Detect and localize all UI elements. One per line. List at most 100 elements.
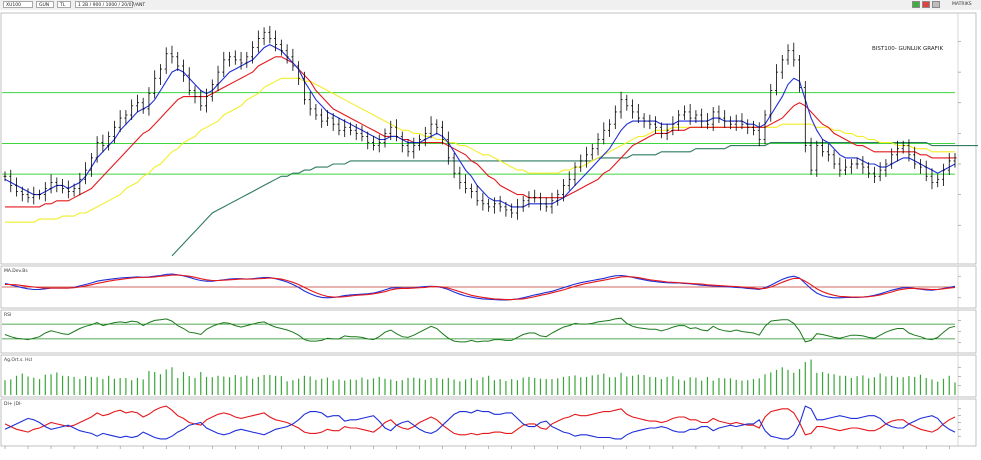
price-bar: [832, 149, 836, 169]
price-bar: [216, 65, 220, 92]
price-bar: [849, 159, 853, 174]
price-bar: [164, 47, 168, 74]
macd-line: [4, 273, 956, 301]
panel-title-macd: MA.Dev.Bs: [4, 268, 28, 274]
price-bar: [556, 189, 560, 206]
rsi-line: [4, 317, 956, 343]
price-bar: [187, 67, 191, 96]
price-bar: [239, 51, 243, 70]
price-bar: [475, 185, 479, 206]
price-bar: [274, 30, 278, 52]
price-bar: [895, 140, 899, 162]
price-bar: [435, 119, 439, 134]
price-bar: [423, 126, 427, 147]
price-bar: [233, 50, 237, 65]
price-bar: [95, 136, 99, 163]
price-bar: [867, 162, 871, 179]
price-bar: [700, 108, 704, 128]
price-bar: [32, 186, 36, 205]
price-bar: [492, 197, 496, 214]
price-bar: [585, 146, 589, 168]
price-bar: [268, 25, 272, 44]
price-bar: [147, 87, 151, 116]
price-bar: [78, 172, 82, 196]
panel-title-dmi: DI+ |DI-: [4, 401, 22, 407]
price-bar: [314, 103, 318, 120]
price-bar: [815, 140, 819, 177]
price-bar: [936, 174, 940, 188]
price-bar: [3, 171, 7, 182]
price-bar: [112, 120, 116, 144]
price-bar: [918, 159, 922, 174]
price-bar: [20, 186, 24, 202]
price-bar: [844, 159, 848, 176]
price-bar: [343, 119, 347, 138]
price-bar: [769, 84, 773, 122]
price-bar: [458, 166, 462, 190]
price-bar: [924, 160, 928, 182]
price-bar: [285, 44, 289, 64]
price-bar: [682, 105, 686, 120]
red-button[interactable]: [922, 1, 930, 8]
price-bar: [515, 198, 519, 220]
ma-long-line: [171, 142, 978, 257]
price-bar: [181, 59, 185, 82]
range-field[interactable]: 1 2B / 900 / 1000 / 20/07/ANT: [75, 1, 145, 8]
price-bar: [377, 134, 381, 153]
price-bar: [205, 88, 209, 113]
price-bar: [15, 177, 19, 197]
price-bar: [469, 183, 473, 199]
price-bar: [763, 110, 767, 145]
price-bar: [49, 174, 53, 194]
price-bar: [297, 61, 301, 85]
price-bar: [861, 156, 865, 174]
price-bar: [521, 195, 525, 212]
price-bar: [659, 122, 663, 139]
price-bar: [38, 189, 42, 200]
price-bar: [141, 97, 145, 114]
price-bar: [302, 71, 306, 105]
price-bar: [878, 162, 882, 182]
price-bar: [947, 152, 951, 176]
price-bar: [855, 157, 859, 169]
price-bar: [210, 79, 214, 102]
price-bar: [533, 189, 537, 203]
price-bar: [602, 122, 606, 145]
chart-type-field[interactable]: TL: [57, 1, 71, 8]
price-bar: [72, 183, 76, 197]
price-bar: [124, 110, 128, 125]
gray-button[interactable]: [932, 1, 940, 8]
price-bar: [826, 143, 830, 162]
price-bar: [354, 123, 358, 141]
price-bar: [153, 70, 157, 99]
di-plus-line: [4, 405, 956, 436]
price-bar: [746, 119, 750, 134]
price-bar: [775, 64, 779, 96]
price-bar: [412, 137, 416, 159]
price-bar: [573, 162, 577, 187]
symbol-field[interactable]: XU100: [3, 1, 33, 8]
price-bar: [694, 110, 698, 123]
price-bar: [671, 116, 675, 136]
panel-title-vol: Ag.Ort.s. Hcl: [4, 357, 32, 363]
price-bar: [613, 105, 617, 130]
price-bar: [245, 51, 249, 68]
panel-title-rsi: RSI: [4, 312, 11, 318]
price-bar: [654, 116, 658, 134]
price-bar: [561, 179, 565, 202]
price-bar: [872, 166, 876, 183]
price-bar: [228, 51, 232, 67]
price-bar: [66, 180, 70, 199]
price-bar: [464, 174, 468, 194]
price-bar: [107, 131, 111, 151]
price-bar: [953, 152, 957, 168]
period-field[interactable]: GUN: [36, 1, 54, 8]
green-button[interactable]: [912, 1, 920, 8]
price-bar: [446, 131, 450, 165]
price-bar: [498, 195, 502, 212]
price-bar: [251, 41, 255, 64]
price-bar: [504, 201, 508, 217]
price-bar: [395, 119, 399, 142]
price-bar: [406, 139, 410, 157]
price-bar: [780, 54, 784, 79]
